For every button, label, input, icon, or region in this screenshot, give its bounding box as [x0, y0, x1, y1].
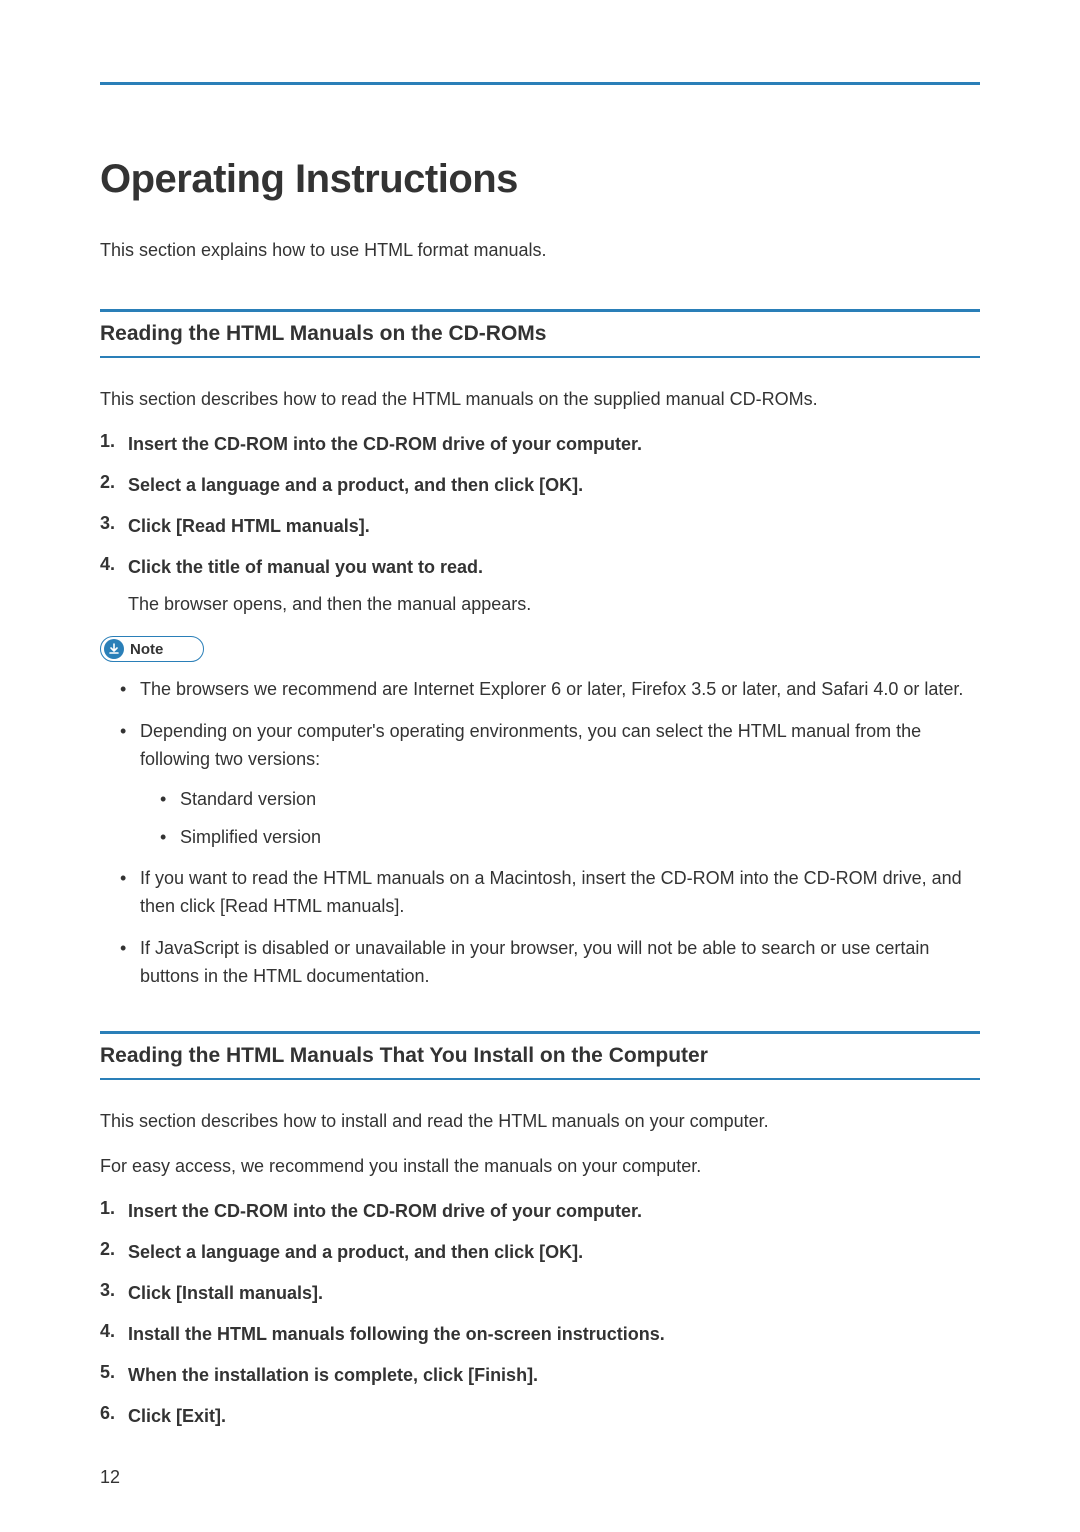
step-item: Click [Read HTML manuals]. [128, 513, 980, 540]
note-label: Note [130, 641, 163, 658]
note-text: The browsers we recommend are Internet E… [140, 679, 963, 699]
section1-heading-bar: Reading the HTML Manuals on the CD-ROMs [100, 309, 980, 358]
step-item: Click [Install manuals]. [128, 1280, 980, 1307]
step-label: Click [Exit]. [128, 1403, 980, 1430]
note-subitems: Standard version Simplified version [140, 786, 980, 852]
step-label: Select a language and a product, and the… [128, 1239, 980, 1266]
step-subtext: The browser opens, and then the manual a… [128, 591, 980, 618]
step-label: Insert the CD-ROM into the CD-ROM drive … [128, 431, 980, 458]
step-item: When the installation is complete, click… [128, 1362, 980, 1389]
arrow-down-icon [104, 639, 124, 659]
step-label: Install the HTML manuals following the o… [128, 1321, 980, 1348]
note-item: If you want to read the HTML manuals on … [140, 865, 980, 921]
top-rule [100, 82, 980, 85]
step-item: Insert the CD-ROM into the CD-ROM drive … [128, 431, 980, 458]
step-label: Click [Read HTML manuals]. [128, 513, 980, 540]
step-label: Click the title of manual you want to re… [128, 554, 980, 581]
page-number: 12 [100, 1467, 120, 1488]
step-item: Select a language and a product, and the… [128, 1239, 980, 1266]
note-badge: Note [100, 636, 204, 662]
section2-heading: Reading the HTML Manuals That You Instal… [100, 1044, 980, 1068]
section2-steps: Insert the CD-ROM into the CD-ROM drive … [100, 1198, 980, 1430]
note-item: If JavaScript is disabled or unavailable… [140, 935, 980, 991]
note-item: Depending on your computer's operating e… [140, 718, 980, 852]
section1-steps: Insert the CD-ROM into the CD-ROM drive … [100, 431, 980, 618]
section1-notes: The browsers we recommend are Internet E… [100, 676, 980, 991]
section1-heading: Reading the HTML Manuals on the CD-ROMs [100, 322, 980, 346]
note-item: The browsers we recommend are Internet E… [140, 676, 980, 704]
step-label: Select a language and a product, and the… [128, 472, 980, 499]
step-item: Click [Exit]. [128, 1403, 980, 1430]
section1-lead: This section describes how to read the H… [100, 386, 980, 413]
page-title: Operating Instructions [100, 157, 980, 202]
intro-text: This section explains how to use HTML fo… [100, 240, 980, 261]
section2-heading-bar: Reading the HTML Manuals That You Instal… [100, 1031, 980, 1080]
note-text: Depending on your computer's operating e… [140, 721, 921, 769]
step-item: Install the HTML manuals following the o… [128, 1321, 980, 1348]
step-label: Insert the CD-ROM into the CD-ROM drive … [128, 1198, 980, 1225]
section2-lead2: For easy access, we recommend you instal… [100, 1153, 980, 1180]
note-text: If JavaScript is disabled or unavailable… [140, 938, 929, 986]
step-item: Select a language and a product, and the… [128, 472, 980, 499]
step-item: Click the title of manual you want to re… [128, 554, 980, 618]
step-item: Insert the CD-ROM into the CD-ROM drive … [128, 1198, 980, 1225]
note-subitem: Simplified version [180, 824, 980, 852]
note-text: If you want to read the HTML manuals on … [140, 868, 962, 916]
section2-lead1: This section describes how to install an… [100, 1108, 980, 1135]
note-subitem: Standard version [180, 786, 980, 814]
step-label: Click [Install manuals]. [128, 1280, 980, 1307]
step-label: When the installation is complete, click… [128, 1362, 980, 1389]
